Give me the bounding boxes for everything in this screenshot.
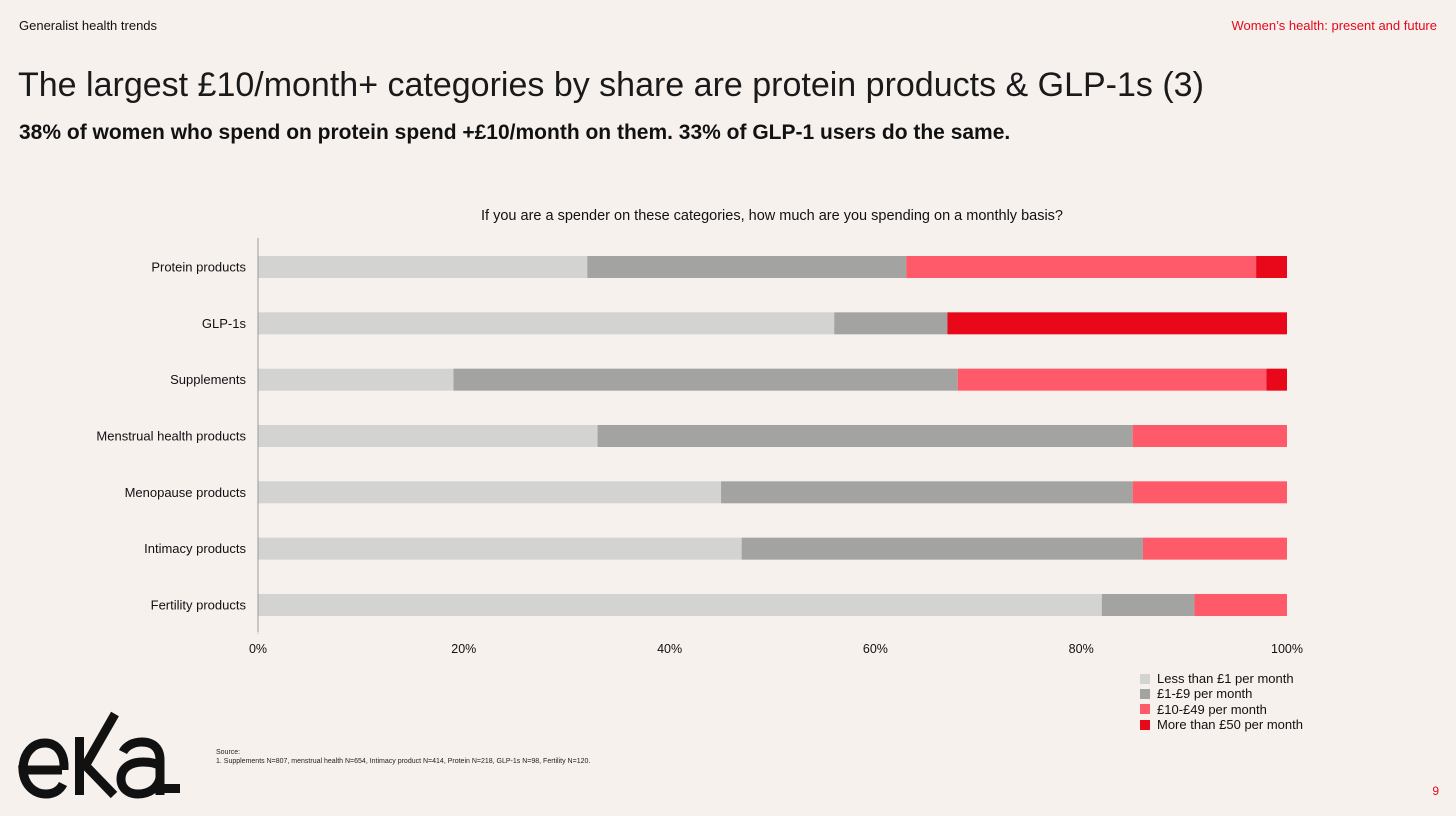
bar-segment-menstrual-health-products-less-than-1-per-month [258,424,598,447]
chart-title: If you are a spender on these categories… [481,208,1063,224]
legend-item-more-than-50-per-month: More than £50 per month [1140,717,1303,732]
bar-segment-menstrual-health-products-1-9-per-month [597,424,1133,447]
legend-label: £10-£49 per month [1157,701,1267,717]
x-tick-label: 60% [863,642,888,656]
bar-segment-protein-products-10-49-per-month [906,256,1257,278]
bar-segment-fertility-products-less-than-1-per-month [258,593,1102,616]
legend-label: More than £50 per month [1157,717,1303,733]
legend-swatch [1140,719,1150,730]
bar-segment-intimacy-products-less-than-1-per-month [258,537,742,560]
legend-swatch [1140,673,1150,684]
bar-segment-glp-1s-more-than-50-per-month [947,312,1287,335]
bar-segment-menopause-products-10-49-per-month [1132,481,1287,504]
bar-segment-glp-1s-1-9-per-month [834,312,948,335]
bar-segment-fertility-products-1-9-per-month [1101,593,1195,616]
report-title: Women’s health: present and future [1231,18,1437,33]
x-tick-label: 80% [1069,642,1094,656]
bar-segment-menopause-products-1-9-per-month [721,481,1133,504]
slide-headline: The largest £10/month+ categories by sha… [18,66,1204,104]
bar-segment-supplements-10-49-per-month [957,368,1267,391]
bar-segment-supplements-less-than-1-per-month [258,368,454,391]
category-label-fertility-products: Fertility products [151,597,247,612]
legend-swatch [1140,688,1150,699]
legend-swatch [1140,704,1150,715]
legend-item-less-than-1-per-month: Less than £1 per month [1140,671,1303,686]
bar-segment-menstrual-health-products-10-49-per-month [1132,424,1287,447]
bar-segment-protein-products-1-9-per-month [587,256,907,278]
x-tick-label: 100% [1271,642,1303,656]
legend-label: Less than £1 per month [1157,671,1294,687]
source-label: Source: [216,749,241,756]
bar-segment-fertility-products-10-49-per-month [1194,593,1287,616]
legend-label: £1-£9 per month [1157,686,1253,702]
bar-segment-supplements-more-than-50-per-month [1266,368,1287,391]
bar-segment-protein-products-more-than-50-per-month [1256,256,1287,278]
category-label-menstrual-health-products: Menstrual health products [96,428,246,443]
bar-segment-menopause-products-less-than-1-per-month [258,481,722,504]
bar-segment-intimacy-products-10-49-per-month [1142,537,1287,560]
chart-legend: Less than £1 per month £1-£9 per month £10… [1140,671,1303,732]
eka-logo-mark [18,711,180,799]
x-tick-label: 20% [451,642,476,656]
category-label-supplements: Supplements [170,372,246,387]
category-label-intimacy-products: Intimacy products [144,541,246,556]
source-footnote: 1. Supplements N=807, menstrual health N… [216,758,591,765]
slide-subheadline: 38% of women who spend on protein spend … [19,121,1011,144]
bar-segment-supplements-1-9-per-month [453,368,958,391]
bar-segment-protein-products-less-than-1-per-month [258,256,588,278]
source-note: Source: 1. Supplements N=807, menstrual … [216,748,590,766]
legend-item-1-9-per-month: £1-£9 per month [1140,686,1303,701]
page-number: 9 [1432,784,1439,798]
bar-segment-intimacy-products-1-9-per-month [741,537,1143,560]
x-tick-label: 0% [249,642,267,656]
category-label-protein-products: Protein products [151,260,246,275]
section-label: Generalist health trends [19,18,158,33]
legend-item-10-49-per-month: £10-£49 per month [1140,702,1303,717]
x-tick-label: 40% [657,642,682,656]
bar-segment-glp-1s-less-than-1-per-month [258,312,835,335]
category-label-menopause-products: Menopause products [125,485,247,500]
category-label-glp-1s: GLP-1s [202,316,247,331]
eka-logo [18,708,183,805]
